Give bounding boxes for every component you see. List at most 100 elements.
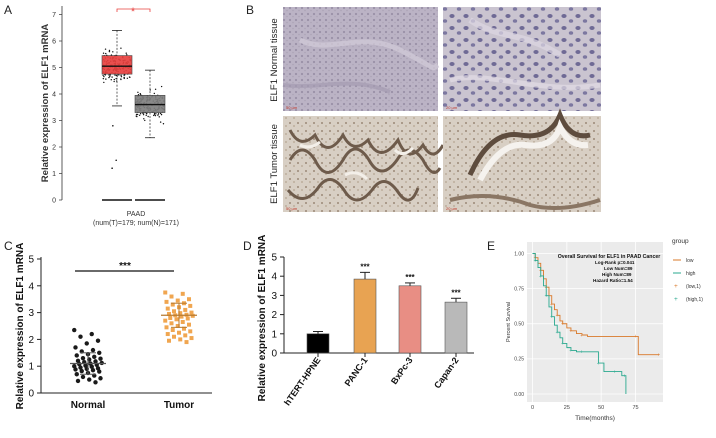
e-legend-low-censor: (low,1)	[686, 284, 701, 290]
a-point	[154, 114, 157, 117]
a-y-tick-label: 4	[52, 92, 56, 99]
e-censor-high: +	[550, 315, 553, 321]
c-point-tumor	[183, 307, 188, 312]
a-outlier	[112, 125, 114, 127]
a-point	[120, 78, 122, 81]
a-point	[113, 80, 115, 83]
panel-label-e: E	[487, 239, 495, 253]
a-y-tick-label: 7	[52, 12, 56, 19]
panel-label-d: D	[243, 239, 252, 253]
c-point-tumor	[177, 330, 181, 335]
c-point-tumor	[187, 322, 191, 327]
a-point	[110, 79, 112, 81]
e-annotation-highnum: High Num=89	[602, 272, 632, 277]
c-point-normal	[79, 368, 84, 374]
e-censor-low: +	[550, 302, 553, 308]
a-point	[153, 113, 156, 115]
e-title: Overall Survival for ELF1 in PAAD Cancer	[558, 254, 661, 260]
e-y-tick-label: 0.50	[514, 322, 524, 328]
c-point-tumor	[180, 291, 185, 296]
c-point-tumor	[180, 319, 185, 324]
c-point-tumor	[169, 321, 174, 326]
a-point	[135, 115, 138, 117]
c-point-normal	[93, 380, 98, 385]
e-legend-title: group	[672, 238, 689, 245]
e-censor-high: +	[580, 350, 583, 356]
a-point	[103, 81, 105, 84]
a-point	[145, 114, 147, 117]
d-y-ticks: 0 1 2 3 4 5	[271, 253, 284, 360]
a-point	[102, 77, 105, 80]
a-point	[159, 112, 162, 115]
a-point	[105, 78, 107, 80]
c-y-tick-label: 2	[28, 335, 34, 346]
a-y-tick-label: 2	[52, 145, 56, 152]
c-point-tumor	[178, 337, 183, 342]
a-y-tick-label: 3	[52, 118, 56, 125]
e-y-label: Percent Survival	[506, 302, 512, 342]
c-point-normal	[80, 355, 86, 361]
panel-e-km: 0.000.250.500.751.000 25 50 75 ++++++++ ++++…	[506, 238, 703, 422]
c-point-tumor	[187, 297, 191, 302]
e-censor-high: +	[545, 293, 548, 299]
e-censor-high: +	[534, 258, 537, 264]
a-point	[139, 92, 141, 95]
a-outlier	[115, 159, 117, 162]
d-bar-capan-2	[444, 301, 468, 354]
e-censor-low: +	[569, 329, 572, 335]
d-x-tick-label: Capan-2	[432, 355, 461, 390]
c-x-tick-tumor: Tumor	[164, 400, 194, 411]
a-point	[153, 114, 155, 117]
c-point-tumor	[163, 318, 168, 323]
a-point	[115, 77, 117, 80]
e-legend-high: high	[686, 271, 696, 277]
e-censor-low: +	[657, 352, 660, 358]
e-censor-high: +	[623, 374, 626, 380]
a-y-ticks: 0 1 2 3 4 5 6 7	[52, 12, 62, 205]
e-censor-high: +	[597, 361, 600, 367]
b-row-label-normal: ELF1 Normal tissue	[269, 18, 280, 101]
e-x-label: Time(months)	[575, 415, 615, 422]
c-point-normal	[73, 367, 78, 372]
c-point-normal	[78, 334, 83, 339]
a-point	[157, 114, 159, 116]
c-point-tumor	[167, 311, 171, 316]
e-legend-high-censor: (high,1)	[686, 297, 703, 303]
c-point-tumor	[170, 328, 175, 333]
c-point-normal	[98, 376, 103, 381]
e-y-tick-label: 0.75	[514, 286, 524, 292]
b-scale-bar-1: 50 µm	[286, 105, 298, 110]
panel-b-ihc-images: ELF1 Normal tissue ELF1 Tumor tissue 50 …	[269, 7, 601, 212]
a-point	[160, 85, 163, 88]
c-point-normal	[93, 359, 98, 364]
c-point-tumor	[188, 329, 193, 334]
panel-a-boxplot: 0 1 2 3 4 5 6 7 Relative expression of ELF1 mRN…	[40, 6, 179, 227]
e-legend-high-censor-mark: +	[674, 296, 678, 303]
c-point-normal	[89, 331, 94, 337]
a-point	[155, 113, 157, 115]
d-bar-bxpc-3	[398, 285, 422, 354]
a-point	[126, 77, 129, 79]
e-survival-curves: ++++++++ +++++++++ ++++	[532, 253, 660, 394]
d-significance: ***	[405, 273, 415, 282]
a-point	[153, 92, 156, 95]
c-point-tumor	[164, 325, 169, 330]
c-point-normal	[97, 350, 102, 355]
c-y-ticks: 0 1 2 3 4 5	[28, 255, 41, 400]
a-point	[120, 47, 122, 49]
d-bar-panc-1	[353, 278, 377, 354]
e-censor-low: +	[561, 322, 564, 328]
panel-label-c: C	[4, 239, 13, 253]
a-boxes	[101, 29, 166, 139]
a-y-tick-label: 6	[52, 39, 56, 46]
e-censor-high: +	[613, 369, 616, 375]
d-significance: ***	[451, 288, 461, 297]
a-point	[162, 123, 165, 125]
a-point	[123, 77, 125, 80]
a-point	[109, 74, 111, 76]
c-point-normal	[98, 356, 103, 361]
c-point-normal	[97, 369, 102, 374]
b-image-normal-lowmag: 50 µm	[282, 7, 440, 111]
d-bar-htert-hpne	[306, 333, 330, 354]
